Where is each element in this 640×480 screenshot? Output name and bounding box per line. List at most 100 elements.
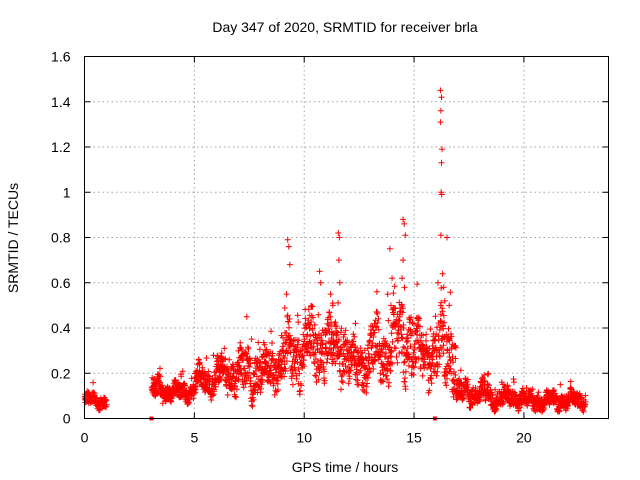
data-point xyxy=(233,394,239,401)
data-point xyxy=(329,302,336,309)
data-point xyxy=(346,375,353,382)
data-point xyxy=(307,352,314,359)
data-point xyxy=(439,308,446,315)
data-point xyxy=(257,359,264,366)
data-point xyxy=(347,367,354,374)
data-point xyxy=(411,364,418,371)
data-point xyxy=(427,365,434,372)
data-point xyxy=(375,315,382,322)
data-point xyxy=(387,359,394,366)
data-point xyxy=(249,403,256,410)
data-point xyxy=(436,353,443,360)
data-point xyxy=(439,146,445,153)
data-point xyxy=(247,360,254,367)
data-point xyxy=(370,366,377,372)
data-point xyxy=(433,372,440,379)
data-point xyxy=(344,339,351,346)
data-point xyxy=(102,396,109,403)
data-point xyxy=(156,372,163,379)
data-point xyxy=(420,342,426,349)
data-point xyxy=(395,337,402,344)
data-point xyxy=(179,368,186,375)
data-point xyxy=(222,355,229,362)
data-point xyxy=(450,376,457,383)
data-point xyxy=(550,387,557,393)
data-point xyxy=(317,279,324,286)
data-point xyxy=(419,341,426,348)
data-point xyxy=(355,381,362,388)
data-point xyxy=(411,346,418,353)
data-point xyxy=(441,319,448,326)
x-tick-label: 15 xyxy=(406,430,422,446)
data-point xyxy=(350,331,357,338)
data-point xyxy=(447,365,454,372)
data-point xyxy=(445,362,452,369)
data-point xyxy=(340,367,347,374)
data-point xyxy=(301,352,307,359)
data-point xyxy=(382,338,389,344)
data-point xyxy=(399,309,406,316)
data-point xyxy=(467,405,474,411)
data-point xyxy=(326,309,333,316)
data-point xyxy=(567,378,574,385)
data-point xyxy=(303,324,310,331)
data-point xyxy=(580,408,587,415)
data-point xyxy=(93,394,100,401)
data-point xyxy=(492,386,499,393)
data-points xyxy=(81,87,589,421)
data-point xyxy=(437,107,444,114)
data-point xyxy=(442,379,449,386)
y-tick-label: 0.8 xyxy=(51,230,71,246)
data-point xyxy=(409,320,416,326)
y-tick-label: 1.6 xyxy=(51,49,71,65)
data-point xyxy=(410,349,417,356)
data-point xyxy=(374,319,381,326)
data-point xyxy=(289,381,296,388)
data-point xyxy=(426,345,433,352)
data-point xyxy=(250,396,257,403)
data-point xyxy=(159,382,166,389)
data-point xyxy=(419,372,426,379)
data-point xyxy=(457,367,464,374)
data-point xyxy=(246,369,253,376)
data-point xyxy=(352,320,359,327)
data-point xyxy=(437,232,444,239)
data-point xyxy=(384,376,391,383)
data-point xyxy=(281,305,288,311)
data-point xyxy=(275,387,281,393)
data-point xyxy=(339,379,346,386)
data-point xyxy=(401,284,408,291)
data-point xyxy=(412,359,419,366)
data-point xyxy=(192,386,199,393)
data-point xyxy=(389,275,396,282)
data-point xyxy=(215,379,222,386)
data-point xyxy=(363,389,370,396)
data-point xyxy=(388,353,395,360)
data-point xyxy=(271,391,278,398)
data-point xyxy=(236,363,243,370)
data-point xyxy=(401,359,407,366)
data-point xyxy=(211,388,218,395)
data-point xyxy=(209,392,216,399)
data-point xyxy=(504,383,511,390)
data-point xyxy=(168,398,175,405)
data-point xyxy=(315,311,322,318)
data-point xyxy=(401,220,408,227)
data-point xyxy=(384,291,391,298)
data-point xyxy=(402,368,409,375)
data-point xyxy=(410,320,417,327)
data-point xyxy=(335,257,342,264)
data-point xyxy=(336,234,343,241)
data-point xyxy=(402,386,409,393)
data-point xyxy=(564,403,571,410)
data-point xyxy=(365,350,372,357)
data-point xyxy=(354,377,361,384)
data-point xyxy=(332,319,339,326)
data-point xyxy=(367,368,374,375)
data-point xyxy=(304,331,311,338)
data-point xyxy=(235,347,242,354)
data-point xyxy=(399,350,405,357)
data-point xyxy=(309,303,316,310)
data-point xyxy=(157,373,164,380)
